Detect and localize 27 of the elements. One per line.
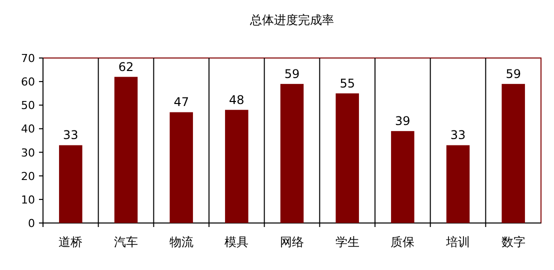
x-tick-label: 培训: [445, 235, 470, 249]
y-tick-label: 70: [21, 52, 35, 65]
data-label: 33: [63, 128, 78, 142]
x-tick-label: 道桥: [58, 235, 83, 249]
x-tick-label: 物流: [169, 235, 194, 249]
data-label: 62: [118, 60, 134, 74]
x-tick-label: 学生: [335, 235, 360, 249]
x-tick-label: 汽车: [114, 235, 138, 249]
y-tick-label: 30: [21, 146, 35, 160]
title: 总体进度完成率: [250, 13, 334, 27]
data-label: 39: [395, 114, 410, 128]
data-label: 59: [506, 66, 521, 81]
y-tick-label: 20: [21, 170, 35, 183]
y-tick-label: 10: [21, 193, 35, 206]
data-label: 47: [174, 95, 189, 110]
data-label: 33: [450, 128, 466, 142]
data-label: 55: [340, 76, 355, 90]
x-tick-label: 网络: [280, 235, 304, 249]
x-tick-label: 数字: [501, 235, 526, 249]
y-tick-label: 40: [21, 122, 35, 136]
y-tick-label: 50: [21, 99, 35, 112]
y-tick-label: 60: [21, 76, 35, 89]
x-tick-label: 质保: [390, 235, 415, 249]
x-tick-label: 模具: [224, 235, 249, 249]
data-label: 48: [229, 92, 244, 107]
data-label: 59: [284, 66, 300, 81]
y-tick-label: 0: [28, 217, 35, 230]
